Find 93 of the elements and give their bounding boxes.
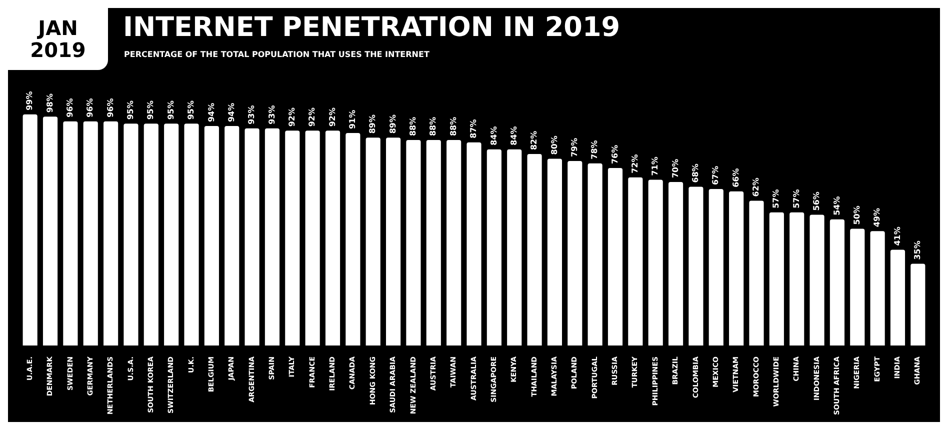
- data-label: 94%: [206, 102, 216, 122]
- bar: [688, 186, 704, 346]
- data-label: 56%: [812, 192, 822, 211]
- bar: [547, 158, 562, 346]
- data-label: 84%: [509, 126, 518, 146]
- data-label: 96%: [66, 98, 75, 118]
- data-label: 93%: [247, 105, 256, 124]
- bar: [708, 189, 724, 346]
- bar: [870, 231, 885, 346]
- bar: [285, 130, 300, 346]
- data-label: 50%: [852, 206, 862, 225]
- bar: [386, 138, 401, 346]
- bar: [325, 130, 340, 346]
- bar: [124, 124, 138, 346]
- bar: [224, 126, 240, 346]
- data-label: 79%: [570, 138, 579, 158]
- bar: [769, 212, 784, 346]
- data-label: 62%: [752, 178, 761, 197]
- bar: [749, 200, 764, 346]
- bar: [588, 163, 602, 346]
- data-label: 49%: [872, 208, 882, 228]
- bar: [406, 140, 421, 346]
- bar: [63, 121, 78, 346]
- bar: [22, 114, 38, 346]
- data-label: 68%: [691, 164, 700, 183]
- data-label: 89%: [388, 114, 398, 134]
- bar: [305, 130, 320, 346]
- bar: [850, 228, 865, 346]
- data-label: 35%: [912, 240, 922, 260]
- data-label: 91%: [348, 110, 358, 130]
- data-label: 88%: [428, 116, 438, 136]
- bar: [346, 133, 360, 346]
- bar: [164, 124, 179, 346]
- data-label: 92%: [287, 108, 296, 127]
- data-label: 67%: [711, 166, 720, 186]
- data-label: 95%: [166, 100, 176, 120]
- bar: [184, 124, 199, 346]
- chart-subtitle: PERCENTAGE OF THE TOTAL POPULATION THAT USES THE INTERNET: [124, 50, 430, 59]
- bar: [466, 142, 482, 346]
- data-label: 99%: [25, 91, 34, 110]
- bar: [668, 182, 684, 346]
- bar: [104, 121, 118, 346]
- bar: [790, 212, 804, 346]
- data-label: 98%: [45, 94, 54, 113]
- bar: [244, 128, 260, 346]
- data-label: 92%: [308, 108, 317, 127]
- data-label: 82%: [530, 130, 539, 150]
- data-label: 66%: [731, 168, 740, 188]
- data-label: 92%: [328, 108, 337, 127]
- data-label: 95%: [146, 100, 156, 120]
- data-label: 70%: [670, 158, 680, 178]
- data-label: 93%: [267, 105, 276, 124]
- chart-title: INTERNET PENETRATION IN 2019: [123, 12, 620, 43]
- data-label: 94%: [226, 102, 236, 122]
- data-label: 72%: [630, 154, 640, 174]
- bar: [729, 191, 744, 346]
- bar: [264, 128, 280, 346]
- data-label: 71%: [650, 156, 660, 176]
- bar: [810, 214, 824, 346]
- data-label: 57%: [772, 189, 781, 208]
- data-label: 57%: [792, 189, 801, 208]
- data-label: 95%: [126, 100, 136, 120]
- bar: [204, 126, 219, 346]
- data-label: 76%: [610, 144, 620, 164]
- bar: [83, 121, 98, 346]
- bar: [507, 149, 522, 346]
- data-label: 96%: [86, 98, 95, 118]
- data-label: 88%: [408, 116, 418, 136]
- data-label: 41%: [892, 226, 902, 246]
- bar: [426, 140, 441, 346]
- bar: [42, 116, 58, 346]
- data-label: 78%: [590, 140, 600, 160]
- data-label: 89%: [368, 114, 378, 134]
- bar: [144, 124, 158, 346]
- data-label: 87%: [469, 119, 478, 138]
- data-label: 84%: [489, 126, 498, 146]
- bar: [648, 180, 663, 346]
- bar: [527, 154, 542, 346]
- bar: [568, 161, 582, 346]
- bar: [608, 168, 623, 346]
- data-label: 88%: [448, 116, 458, 136]
- bar: [446, 140, 462, 346]
- bar: [910, 264, 926, 346]
- bar: [366, 138, 380, 346]
- data-label: 54%: [832, 196, 842, 216]
- data-label: 95%: [186, 100, 196, 120]
- text: JAN 2019: [29, 16, 87, 62]
- bar: [628, 177, 643, 346]
- bar: [486, 149, 502, 346]
- data-label: 80%: [550, 136, 559, 155]
- bar: [830, 219, 844, 346]
- data-label: 96%: [106, 98, 115, 118]
- bar: [890, 250, 906, 346]
